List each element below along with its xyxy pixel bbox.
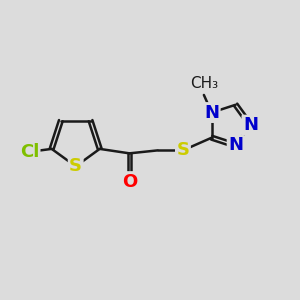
- Text: N: N: [228, 136, 243, 154]
- Text: S: S: [69, 157, 82, 175]
- Text: N: N: [204, 103, 219, 122]
- Text: Cl: Cl: [20, 143, 39, 161]
- Text: S: S: [176, 141, 189, 159]
- Text: CH₃: CH₃: [190, 76, 218, 92]
- Text: O: O: [122, 172, 137, 190]
- Text: N: N: [243, 116, 258, 134]
